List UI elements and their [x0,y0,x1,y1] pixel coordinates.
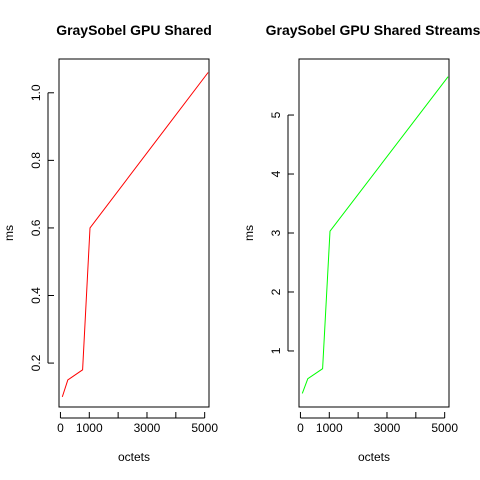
chart-1-y-tick-label: 0.6 [29,219,43,236]
chart-1-y-tick-label: 0.8 [29,152,43,169]
chart-2-y-tick-label: 2 [269,288,283,295]
chart-1-y-tick-label: 0.4 [29,287,43,304]
chart-1-x-tick-label: 0 [57,421,64,435]
chart-2-x-tick-label: 0 [297,421,304,435]
chart-1-series-line [61,72,209,398]
chart-1-y-tick-label: 0.2 [29,354,43,371]
chart-2-y-axis-label: ms [242,225,256,241]
chart-2-title: GraySobel GPU Shared Streams [266,22,480,38]
chart-2-x-tick-label: 3000 [374,421,401,435]
chart-1-x-tick-label: 1000 [76,421,103,435]
chart-2-x-tick-label: 1000 [316,421,343,435]
chart-1-x-axis-label: octets [118,450,150,464]
chart-2-y-tick-label: 1 [269,347,283,354]
chart-2-x-tick-label: 5000 [431,421,458,435]
chart-1-y-tick-label: 1.0 [29,84,43,101]
chart-1-plot-frame [58,58,210,408]
chart-2-series-line [301,76,449,394]
chart-2-y-tick-label: 3 [269,229,283,236]
chart-1-y-axis-label: ms [2,225,16,241]
chart-1-x-tick-label: 3000 [134,421,161,435]
chart-2-x-axis-label: octets [358,450,390,464]
chart-2-plot-frame [298,58,450,408]
chart-2-y-tick-label: 5 [269,111,283,118]
chart-1-x-tick-label: 5000 [191,421,218,435]
chart-1-title: GraySobel GPU Shared [56,22,212,38]
chart-2-y-tick-label: 4 [269,170,283,177]
